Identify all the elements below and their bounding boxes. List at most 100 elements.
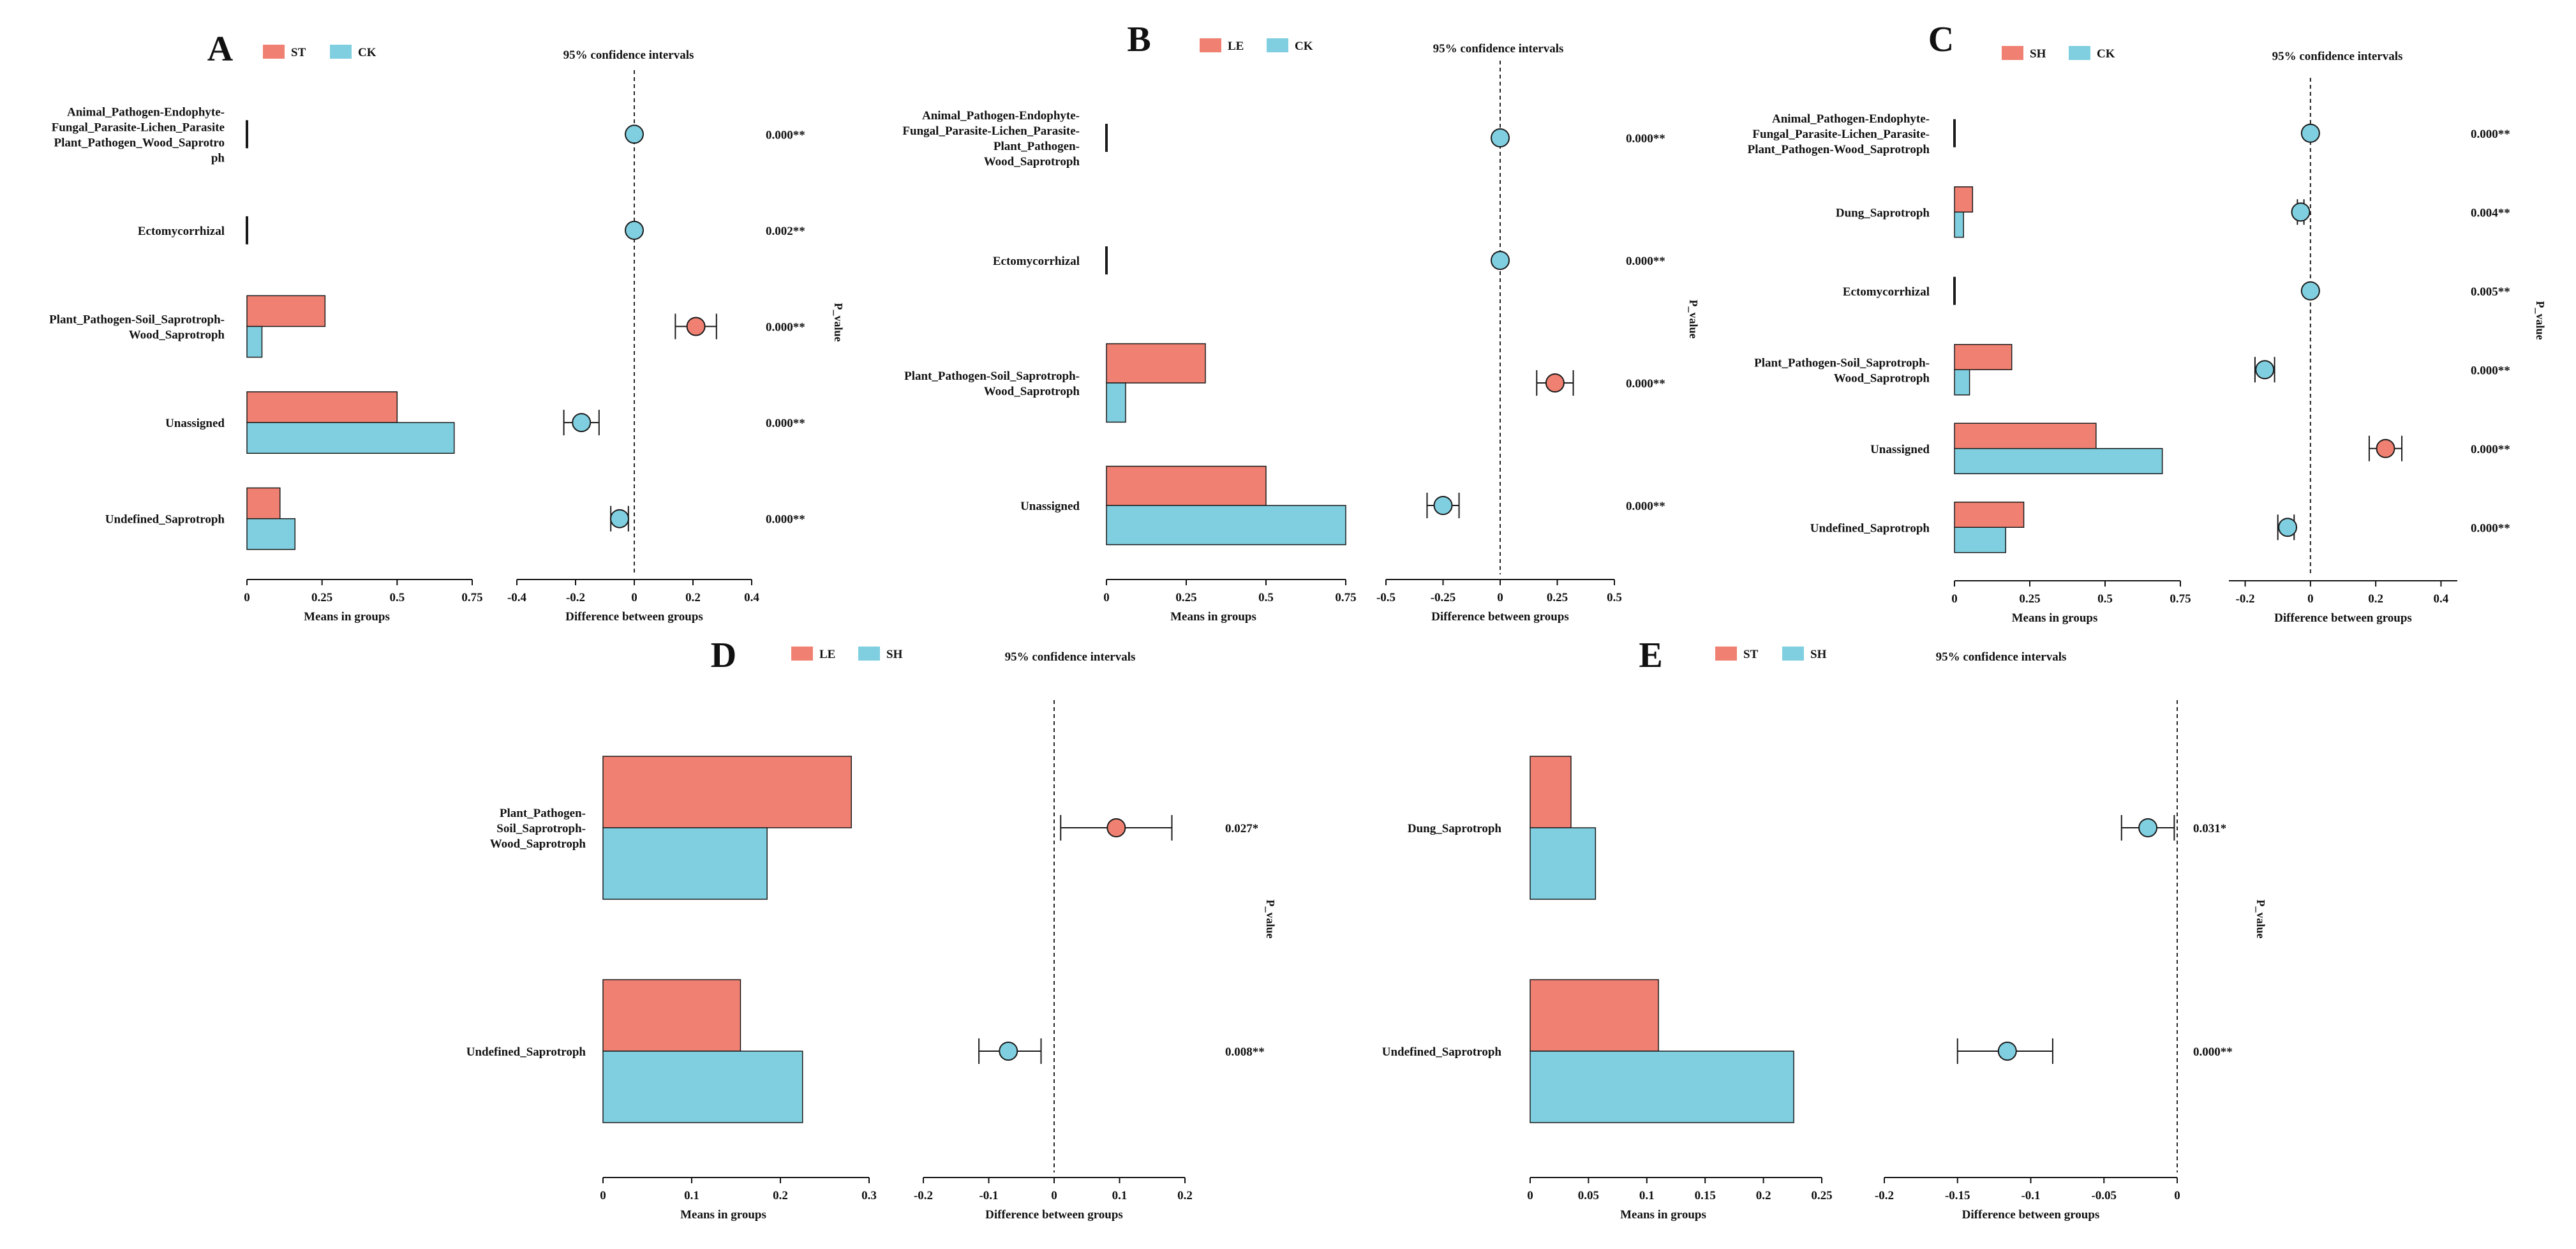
row-label: Plant_Pathogen-Soil_Saprotroph-Wood_Sapr… [1754,356,1930,385]
bar-group2 [602,827,768,900]
means-tick-label: 0 [1527,1189,1533,1202]
diff-point [625,220,644,240]
row-label-line: Ectomycorrhizal [138,225,225,238]
means-tick-label: 0 [600,1189,606,1202]
row-label-line: Fungal_Parasite-Lichen_Parasite- [902,124,1080,138]
diff-tick-label: 0 [2307,592,2314,606]
diff-point [999,1042,1018,1061]
diff-tick-label: 0.1 [1112,1189,1128,1202]
row: Dung_Saprotroph 0.004** [1836,186,2510,238]
panel-c: C SH CK 95% confidence intervals Animal_Path… [1748,20,2547,625]
diff-tick-label: -0.2 [1875,1189,1894,1202]
p-value: 0.000** [2471,521,2510,535]
legend-label-group2: SH [1810,648,1827,661]
bar-group1 [1530,979,1659,1052]
row: Undefined_Saprotroph 0.000** [1382,979,2233,1123]
row-label-line: Wood_Saprotroph [984,385,1080,398]
row-label-line: Fungal_Parasite-Lichen_Parasite [52,121,225,134]
bar-group1 [1954,343,2013,370]
row: Plant_Pathogen-Soil_Saprotroph-Wood_Sapr… [49,295,805,358]
p-value: 0.000** [766,513,805,527]
row: Plant_Pathogen-Soil_Saprotroph-Wood_Sapr… [1754,343,2510,396]
bar-group1 [246,295,326,327]
diff-axis: -0.4 -0.2 0 0.2 0.4 Difference between groups [507,579,759,624]
diff-point [2291,202,2311,222]
ci-title: 95% confidence intervals [2272,50,2403,63]
means-axis-title: Means in groups [1620,1208,1706,1222]
means-tick-label: 0.05 [1578,1189,1599,1202]
diff-tick-label: 0 [631,591,637,604]
bar-group1 [1954,423,2097,449]
row-label-line: Unassigned [1870,443,1930,456]
row-label-line: Wood_Saprotroph [984,155,1080,168]
row: Undefined_Saprotroph 0.000** [1810,501,2510,553]
row-label-line: Undefined_Saprotroph [1810,521,1930,535]
row: Dung_Saprotroph 0.031* [1408,756,2226,900]
row-label-line: Plant_Pathogen- [500,807,586,820]
row-label-line: Animal_Pathogen-Endophyte- [67,105,225,119]
p-value: 0.000** [2471,443,2510,456]
means-axis: 0 0.25 0.5 0.75 Means in groups [1951,580,2191,625]
diff-axis-title: Difference between groups [1962,1208,2100,1222]
diff-point [2278,518,2298,537]
bar-group1 [1530,756,1572,828]
diff-point [2255,360,2275,380]
row: Animal_Pathogen-Endophyte- Fungal_Parasit… [52,105,805,165]
means-tick-label: 0 [1951,592,1958,606]
diff-point [2376,438,2395,458]
means-tick-label: 0.75 [1335,591,1356,604]
means-tick-label: 0.5 [389,591,405,604]
means-tick-label: 0.5 [2097,592,2113,606]
row-label-line: Dung_Saprotroph [1408,822,1502,835]
p-value-title: P_value [1687,300,1700,339]
p-value: 0.000** [2193,1045,2233,1059]
row-label-line: Unassigned [165,417,225,430]
diff-axis: -0.2 -0.15 -0.1 -0.05 0 Difference between gr… [1875,1177,2180,1222]
p-value: 0.004** [2471,206,2510,220]
legend: LE SH [791,647,903,661]
means-tick-label: 0.2 [773,1189,788,1202]
diff-tick-label: -0.2 [2236,592,2255,606]
legend-swatch-group2 [1267,38,1288,52]
diff-tick-label: -0.25 [1431,591,1456,604]
row-label: Undefined_Saprotroph [105,513,225,527]
ci-title: 95% confidence intervals [1433,42,1564,56]
diff-axis-title: Difference between groups [1431,610,1569,624]
row: Undefined_Saprotroph 0.000** [105,487,805,550]
p-value: 0.000** [766,321,805,334]
p-value: 0.008** [1225,1045,1265,1059]
legend-swatch-group2 [330,45,352,59]
legend: SH CK [2002,46,2115,61]
diff-point [1491,128,1510,147]
means-axis-title: Means in groups [1170,610,1256,624]
legend-label-group2: CK [2097,47,2115,61]
legend-swatch-group1 [791,647,813,661]
p-value-title: P_value [2254,900,2267,939]
bar-group1 [1954,186,1974,213]
panel-letter: E [1639,636,1662,675]
diff-tick-label: -0.4 [507,591,527,604]
panel-b: B LE CK 95% confidence intervals Animal_Path… [902,20,1700,624]
means-tick-label: 0.5 [1258,591,1274,604]
diff-axis: -0.2 0 0.2 0.4 Difference between groups [2229,580,2457,625]
bar-group2 [1954,211,1964,238]
row-label-line: Undefined_Saprotroph [1382,1045,1502,1059]
diff-point [1997,1042,2017,1061]
p-value: 0.000** [1626,255,1665,268]
diff-tick-label: -0.1 [979,1189,998,1202]
panel-letter: C [1928,20,1954,59]
diff-point [2138,818,2158,837]
legend-label-group1: SH [2030,47,2046,61]
p-value: 0.000** [1626,132,1665,146]
legend: ST CK [263,45,376,59]
diff-point [2300,123,2320,143]
bar-group2 [246,325,263,358]
diff-tick-label: -0.2 [914,1189,933,1202]
row: Plant_Pathogen-Soil_Saprotroph-Wood_Sapr… [490,756,1258,900]
row-label-line: Plant_Pathogen-Soil_Saprotroph- [1754,356,1930,370]
diff-axis-title: Difference between groups [985,1208,1123,1222]
diff-point [1545,373,1565,393]
means-tick-label: 0.25 [1811,1189,1832,1202]
bar-group1 [1106,465,1267,506]
row: Animal_Pathogen-Endophyte-Fungal_Parasit… [902,109,1665,168]
